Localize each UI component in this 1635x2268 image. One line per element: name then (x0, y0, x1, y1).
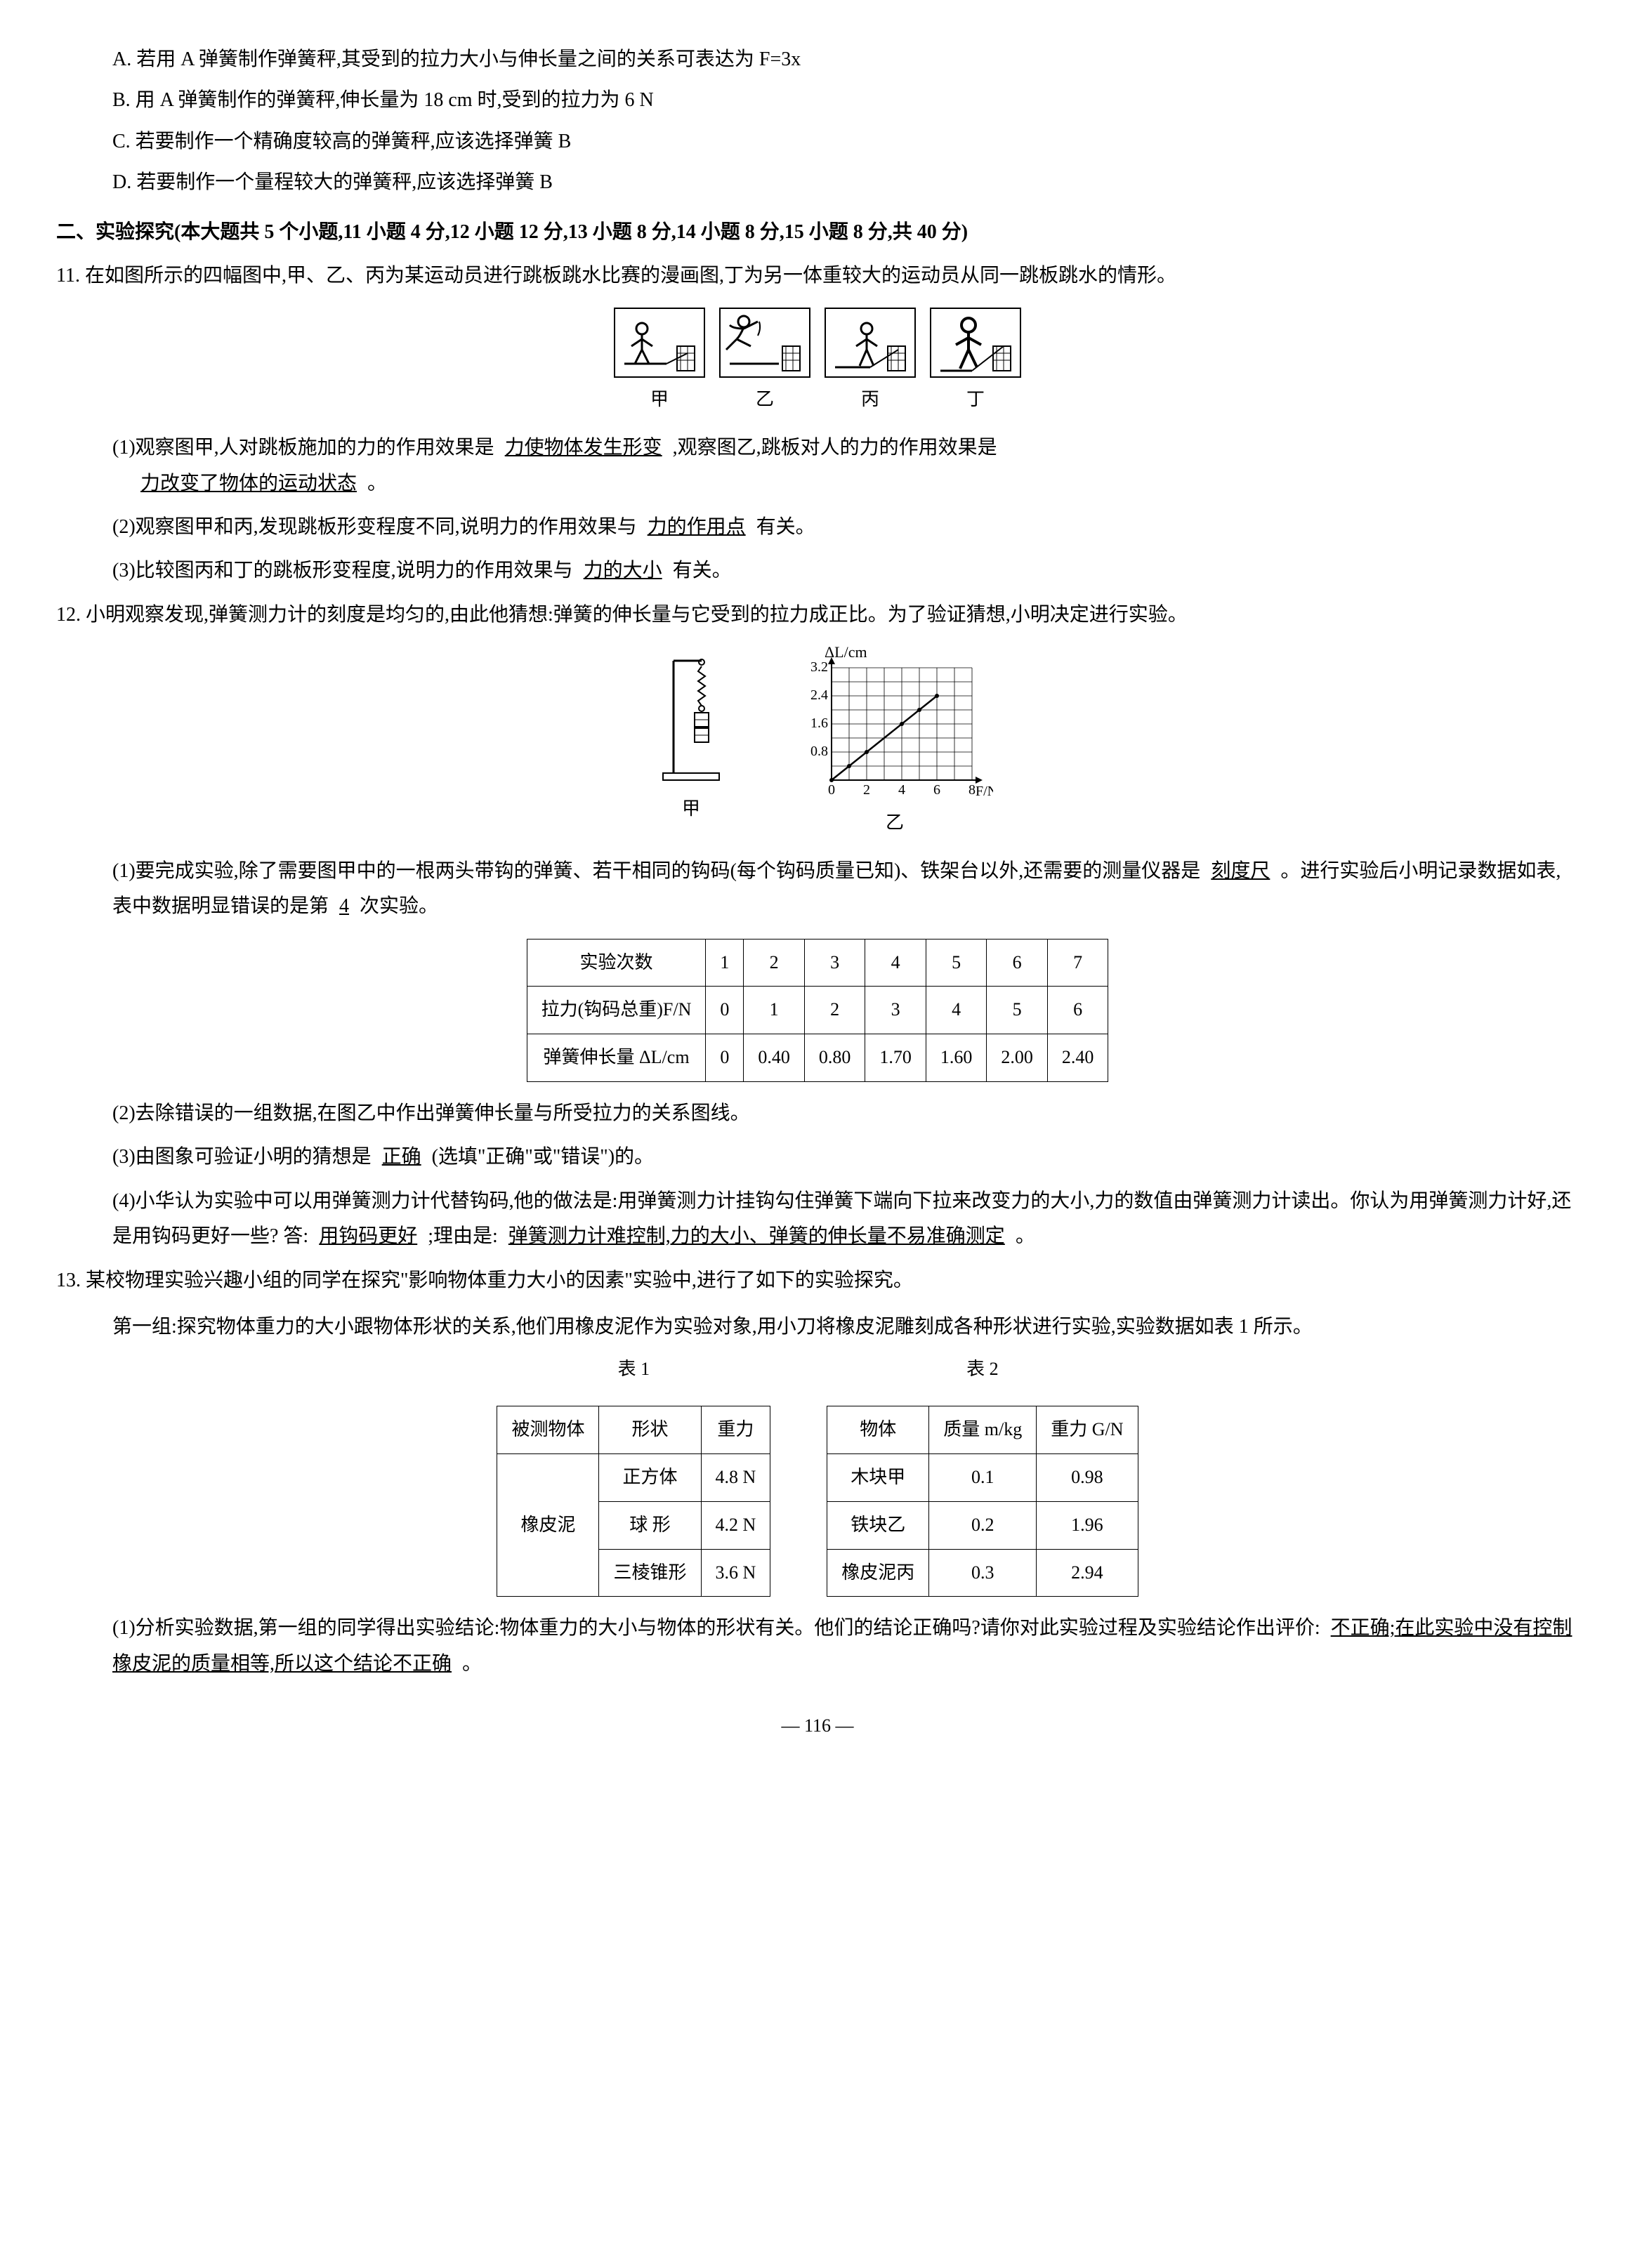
q11-sub3-blank: 力的大小 (578, 560, 668, 581)
q11-sub2-blank: 力的作用点 (642, 516, 751, 538)
q11-text: 在如图所示的四幅图中,甲、乙、丙为某运动员进行跳板跳水比赛的漫画图,丁为另一体重… (85, 265, 1176, 286)
diagram-bing (825, 308, 916, 378)
q11-diagrams: 甲 乙 (56, 308, 1579, 416)
q12-data-table: 实验次数 1 2 3 4 5 6 7 拉力(钩码总重)F/N 0 1 2 3 4… (527, 939, 1109, 1082)
svg-text:4: 4 (898, 782, 905, 798)
page-number: — 116 — (56, 1710, 1579, 1743)
q13-para: 第一组:探究物体重力的大小跟物体形状的关系,他们用橡皮泥作为实验对象,用小刀将橡… (112, 1310, 1579, 1345)
diagram-yi-label: 乙 (756, 383, 774, 416)
section-2-header: 二、实验探究(本大题共 5 个小题,11 小题 4 分,12 小题 12 分,1… (56, 215, 1579, 250)
q12-sub4-blank2: 弹簧测力计难控制,力的大小、弹簧的伸长量不易准确测定 (503, 1225, 1011, 1247)
svg-text:0.8: 0.8 (810, 744, 828, 759)
q12-sub1: (1)要完成实验,除了需要图甲中的一根两头带钩的弹簧、若干相同的钩码(每个钩码质… (112, 854, 1579, 925)
q12-chart: ΔL/cm (796, 647, 993, 801)
q12-sub1-blank2: 4 (334, 895, 355, 917)
svg-text:1.6: 1.6 (810, 716, 828, 731)
chart-xlabel: F/N (976, 784, 993, 799)
q11-sub3: (3)比较图丙和丁的跳板形变程度,说明力的作用效果与 力的大小 有关。 (112, 553, 1579, 588)
q13-text: 某校物理实验兴趣小组的同学在探究"影响物体重力大小的因素"实验中,进行了如下的实… (86, 1270, 913, 1291)
q12-sub4-blank1: 用钩码更好 (313, 1225, 423, 1247)
q12-sub3-blank: 正确 (376, 1146, 427, 1168)
q11-sub1: (1)观察图甲,人对跳板施加的力的作用效果是 力使物体发生形变 ,观察图乙,跳板… (112, 430, 1579, 501)
q12-text: 小明观察发现,弹簧测力计的刻度是均匀的,由此他猜想:弹簧的伸长量与它受到的拉力成… (86, 604, 1188, 626)
q13-tables: 表 1 被测物体 形状 重力 橡皮泥 正方体 4.8 N 球 形 4.2 N 三… (56, 1353, 1579, 1611)
question-11: 11. 在如图所示的四幅图中,甲、乙、丙为某运动员进行跳板跳水比赛的漫画图,丁为… (56, 258, 1579, 294)
q12-number: 12. (56, 604, 81, 626)
option-c: C. 若要制作一个精确度较高的弹簧秤,应该选择弹簧 B (112, 124, 1579, 159)
q13-table2: 物体 质量 m/kg 重力 G/N 木块甲 0.1 0.98 铁块乙 0.2 1… (827, 1406, 1138, 1597)
q13-table1: 被测物体 形状 重力 橡皮泥 正方体 4.8 N 球 形 4.2 N 三棱锥形 … (497, 1406, 770, 1597)
diagram-jia (614, 308, 705, 378)
chart-label: 乙 (886, 807, 904, 840)
svg-text:3.2: 3.2 (810, 659, 828, 675)
svg-text:2: 2 (863, 782, 870, 798)
apparatus-label: 甲 (682, 793, 700, 826)
q12-sub1-blank1: 刻度尺 (1205, 860, 1275, 882)
q11-sub2: (2)观察图甲和丙,发现跳板形变程度不同,说明力的作用效果与 力的作用点 有关。 (112, 510, 1579, 545)
option-b: B. 用 A 弹簧制作的弹簧秤,伸长量为 18 cm 时,受到的拉力为 6 N (112, 83, 1579, 118)
question-12: 12. 小明观察发现,弹簧测力计的刻度是均匀的,由此他猜想:弹簧的伸长量与它受到… (56, 598, 1579, 633)
svg-text:2.4: 2.4 (810, 687, 828, 703)
diagram-jia-label: 甲 (650, 383, 669, 416)
diagram-yi (719, 308, 810, 378)
table2-title: 表 2 (966, 1353, 999, 1386)
diagram-ding (930, 308, 1021, 378)
svg-text:0: 0 (828, 782, 835, 798)
option-a: A. 若用 A 弹簧制作弹簧秤,其受到的拉力大小与伸长量之间的关系可表达为 F=… (112, 42, 1579, 77)
spring-apparatus-icon (642, 647, 740, 787)
q12-sub2: (2)去除错误的一组数据,在图乙中作出弹簧伸长量与所受拉力的关系图线。 (112, 1096, 1579, 1131)
svg-text:6: 6 (933, 782, 940, 798)
diagram-bing-label: 丙 (861, 383, 879, 416)
q11-sub1-blank2: 力改变了物体的运动状态 (135, 473, 362, 494)
question-13: 13. 某校物理实验兴趣小组的同学在探究"影响物体重力大小的因素"实验中,进行了… (56, 1263, 1579, 1298)
q13-number: 13. (56, 1270, 81, 1291)
table1-title: 表 1 (618, 1353, 650, 1386)
q12-sub4: (4)小华认为实验中可以用弹簧测力计代替钩码,他的做法是:用弹簧测力计挂钩勾住弹… (112, 1184, 1579, 1255)
q13-sub1: (1)分析实验数据,第一组的同学得出实验结论:物体重力的大小与物体的形状有关。他… (112, 1611, 1579, 1682)
q11-number: 11. (56, 265, 80, 286)
svg-text:8: 8 (968, 782, 976, 798)
q12-diagrams: 甲 ΔL/cm (56, 647, 1579, 840)
option-d: D. 若要制作一个量程较大的弹簧秤,应该选择弹簧 B (112, 165, 1579, 200)
diagram-ding-label: 丁 (966, 383, 985, 416)
q11-sub1-blank1: 力使物体发生形变 (499, 437, 668, 459)
q12-sub3: (3)由图象可验证小明的猜想是 正确 (选填"正确"或"错误")的。 (112, 1140, 1579, 1175)
